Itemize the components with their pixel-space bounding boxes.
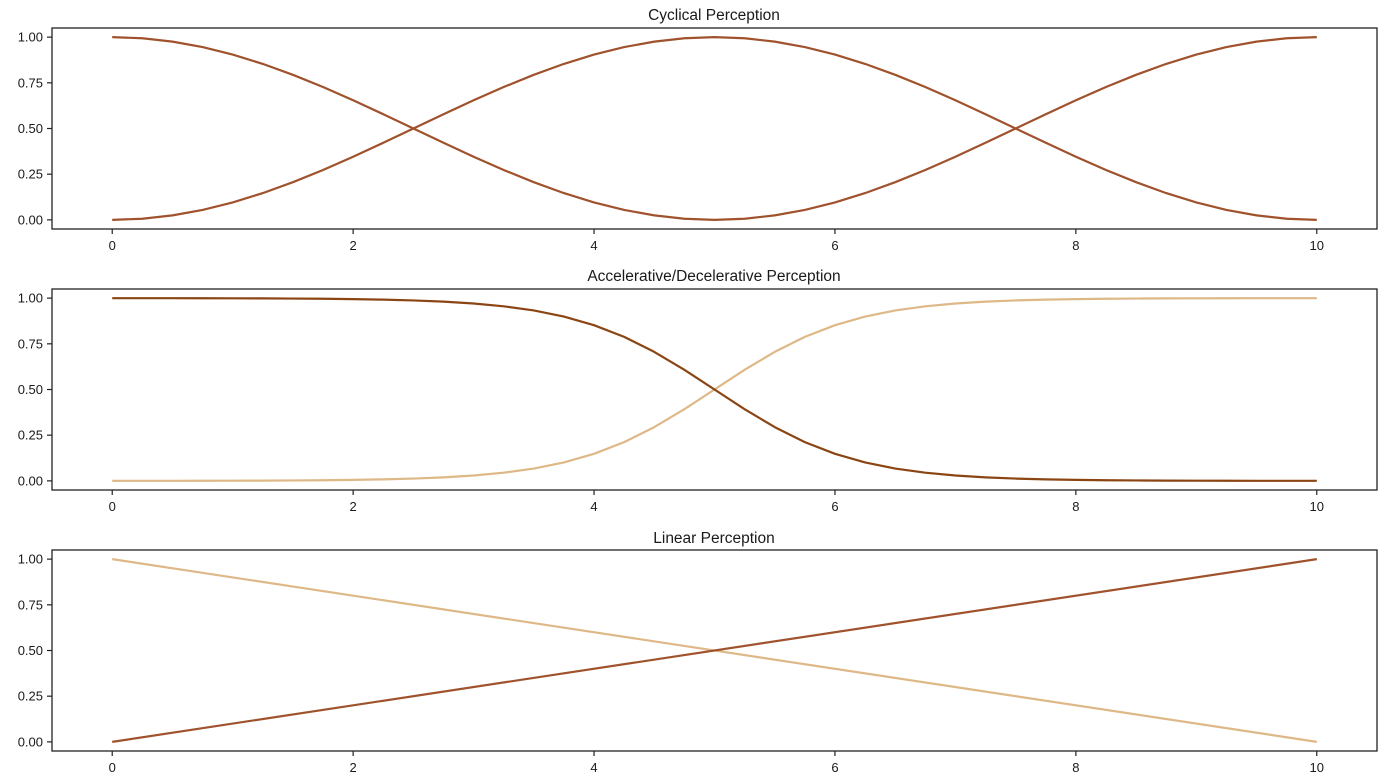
x-tick-label: 6 [831,238,838,253]
plot-border [51,288,1378,491]
x-tick-label: 0 [109,238,116,253]
x-tick-label: 10 [1310,760,1324,775]
x-tick-label: 2 [350,499,357,514]
series-line-linear-rising [112,558,1317,743]
x-tick-label: 2 [350,760,357,775]
x-tick-label: 2 [350,238,357,253]
y-tick-label: 0.25 [18,428,43,443]
y-tick-label: 1.00 [18,30,43,45]
x-tick-label: 0 [109,760,116,775]
y-tick-label: 0.75 [18,597,43,612]
chart-panel-cyclical: Cyclical Perception 0 2 4 6 8 100.000.250.500… [18,7,1378,253]
y-tick-label: 0.00 [18,212,43,227]
x-tick-label: 0 [109,499,116,514]
x-tick-label: 8 [1072,760,1079,775]
plot-border [51,549,1378,752]
chart-title-accel-decel: Accelerative/Decelerative Perception [587,268,840,285]
series-line-decelerating-sigmoid-falling [112,297,1317,482]
x-tick-label: 4 [590,499,597,514]
plot-area-linear: 0 2 4 6 8 10 0.00 0.25 0.50 0.75 1.00 [18,549,1378,775]
plot-area-cyclical: 0 2 4 6 8 10 0.00 0.25 0.50 0.75 1.00 [18,27,1378,253]
chart-panel-accel-decel: Accelerative/Decelerative Perception 0 2 4… [18,268,1378,514]
y-tick-label: 0.25 [18,167,43,182]
chart-title-linear: Linear Perception [653,530,775,547]
y-tick-label: 0.50 [18,643,43,658]
y-tick-label: 1.00 [18,291,43,306]
y-tick-label: 0.50 [18,121,43,136]
x-tick-label: 10 [1310,238,1324,253]
x-tick-label: 6 [831,760,838,775]
y-tick-label: 0.00 [18,473,43,488]
y-tick-label: 0.00 [18,734,43,749]
y-tick-label: 0.25 [18,689,43,704]
x-tick-label: 4 [590,760,597,775]
y-tick-label: 0.75 [18,75,43,90]
x-tick-label: 4 [590,238,597,253]
x-tick-label: 6 [831,499,838,514]
plot-border [51,27,1378,230]
chart-panel-linear: Linear Perception 0 2 4 6 8 10 0.00 0.25 0.50 0.7… [18,530,1378,775]
series-line-starts-low-sine-wave [112,36,1317,221]
x-tick-label: 8 [1072,238,1079,253]
y-tick-label: 1.00 [18,552,43,567]
plot-area-accel-decel: 0 2 4 6 8 10 0.00 0.25 0.50 0.75 1.00 [18,288,1378,514]
series-line-starts-high-cosine-wave [112,36,1317,221]
x-tick-label: 8 [1072,499,1079,514]
y-tick-label: 0.75 [18,336,43,351]
chart-title-cyclical: Cyclical Perception [648,7,780,24]
x-tick-label: 10 [1310,499,1324,514]
y-tick-label: 0.50 [18,382,43,397]
